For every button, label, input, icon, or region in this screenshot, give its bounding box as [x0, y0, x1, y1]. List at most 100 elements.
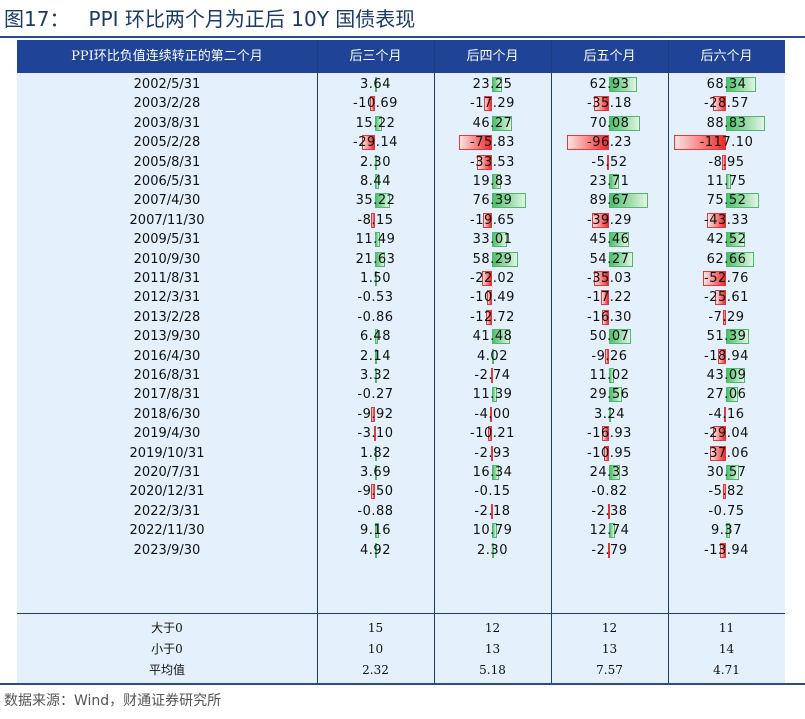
- value-cell: -5.82: [668, 482, 785, 501]
- table-row: 2003/2/28 -10.69 -17.29 -35.18 -28.57: [17, 94, 785, 113]
- value-cell: 24.33: [551, 463, 668, 482]
- summary-label: 平均值: [148, 663, 185, 677]
- summary-row: 小于0 10 13 13 14: [17, 639, 785, 659]
- table-row: 2020/12/31 -9.50 -0.15 -0.82 -5.82: [17, 482, 785, 501]
- value-label: 50.07: [589, 329, 630, 345]
- value-cell: 29.56: [551, 385, 668, 404]
- positive-bar: [375, 271, 377, 286]
- value-label: 2.30: [477, 542, 508, 558]
- column-divider: [434, 40, 435, 683]
- header-4m: 后四个月: [466, 49, 519, 64]
- value-label: 23.25: [472, 77, 513, 92]
- table-row: 2022/11/30 9.16 10.79 12.74 9.37: [17, 521, 785, 540]
- value-label: -13.94: [704, 542, 749, 558]
- table-row: 2022/3/31 -0.88 -2.18 -2.38 -0.75: [17, 502, 785, 521]
- negative-bar: [601, 426, 609, 442]
- value-cell: 2.30: [317, 153, 434, 172]
- value-label: -2.79: [591, 542, 628, 558]
- value-label: 89.67: [589, 193, 630, 209]
- negative-bar: [490, 445, 493, 461]
- row-date: 2019/4/30: [133, 426, 201, 442]
- value-cell: 8.44: [317, 172, 434, 191]
- value-label: -9.92: [357, 406, 394, 422]
- value-label: 21.63: [355, 251, 396, 267]
- row-date: 2020/12/31: [129, 484, 205, 500]
- value-label: -28.57: [704, 96, 749, 112]
- value-cell: -2.93: [434, 444, 551, 463]
- table-row: 2020/7/31 3.69 16.34 24.33 30.57: [17, 463, 785, 482]
- negative-bar: [719, 542, 726, 558]
- value-label: 11.39: [472, 387, 513, 403]
- negative-bar: [566, 135, 609, 151]
- value-label: -35.18: [587, 96, 632, 112]
- row-date: 2017/8/31: [133, 387, 201, 403]
- table-header: PPI环比负值连续转正的第二个月 后三个月 后四个月 后五个月 后六个月: [17, 40, 785, 73]
- table-row: 2003/8/31 15.22 46.27 70.08 88.83: [17, 114, 785, 133]
- value-cell: -75.83: [434, 133, 551, 152]
- positive-bar: [609, 174, 620, 189]
- value-label: -10.49: [470, 290, 515, 306]
- value-cell: -7.29: [668, 308, 785, 327]
- column-divider: [317, 40, 318, 683]
- value-label: 35.22: [355, 193, 396, 209]
- value-cell: 2.14: [317, 347, 434, 366]
- value-label: -7.29: [708, 309, 745, 325]
- positive-bar: [375, 115, 382, 131]
- summary-value: 11: [718, 621, 735, 635]
- value-cell: -0.82: [551, 482, 668, 501]
- value-label: -8.15: [357, 212, 394, 228]
- value-cell: 3.32: [317, 366, 434, 385]
- row-date: 2002/5/31: [133, 77, 201, 92]
- value-label: -0.82: [591, 484, 628, 500]
- row-date: 2011/8/31: [133, 271, 201, 286]
- summary-value: 5.18: [479, 663, 506, 677]
- value-label: 9.16: [360, 523, 391, 539]
- value-cell: -2.79: [551, 541, 668, 560]
- positive-bar: [726, 523, 731, 539]
- negative-bar: [702, 271, 726, 286]
- value-cell: -16.93: [551, 424, 668, 443]
- value-cell: -10.95: [551, 444, 668, 463]
- positive-bar: [726, 232, 745, 248]
- value-label: -35.03: [587, 271, 632, 286]
- summary-row: 平均值 2.32 5.18 7.57 4.71: [17, 660, 785, 680]
- summary-value: 12: [484, 621, 501, 635]
- value-label: 58.29: [472, 251, 513, 267]
- negative-bar: [370, 406, 375, 422]
- positive-bar: [726, 387, 738, 403]
- positive-bar: [609, 232, 629, 248]
- value-cell: -2.18: [434, 502, 551, 521]
- value-label: 68.34: [706, 77, 747, 92]
- positive-bar: [375, 77, 377, 92]
- value-label: 62.66: [706, 251, 747, 267]
- value-cell: -0.88: [317, 502, 434, 521]
- value-cell: 4.02: [434, 347, 551, 366]
- value-cell: -0.86: [317, 308, 434, 327]
- value-cell: 15.22: [317, 114, 434, 133]
- value-label: -10.69: [353, 96, 398, 112]
- negative-bar: [483, 212, 492, 228]
- value-label: -117.10: [699, 135, 754, 151]
- value-label: 1.82: [360, 445, 391, 461]
- value-label: 2.14: [360, 348, 391, 364]
- negative-bar: [601, 290, 609, 306]
- value-cell: 10.79: [434, 521, 551, 540]
- negative-bar: [487, 426, 492, 442]
- value-label: 45.46: [589, 232, 630, 248]
- value-cell: 88.83: [668, 114, 785, 133]
- row-date: 2020/7/31: [133, 465, 201, 480]
- table-row: 2013/2/28 -0.86 -12.72 -16.30 -7.29: [17, 308, 785, 327]
- value-cell: 68.34: [668, 75, 785, 94]
- value-label: 30.57: [706, 465, 747, 480]
- value-cell: -0.15: [434, 482, 551, 501]
- value-label: 46.27: [472, 115, 513, 131]
- negative-bar: [604, 348, 609, 364]
- value-label: -2.38: [591, 503, 628, 519]
- negative-bar: [370, 484, 375, 500]
- value-cell: -10.69: [317, 94, 434, 113]
- value-label: 10.79: [472, 523, 513, 539]
- source-note: 数据来源：Wind，财通证券研究所: [4, 693, 222, 709]
- value-label: 62.93: [589, 77, 630, 92]
- value-label: -18.94: [704, 348, 749, 364]
- positive-bar: [375, 368, 377, 383]
